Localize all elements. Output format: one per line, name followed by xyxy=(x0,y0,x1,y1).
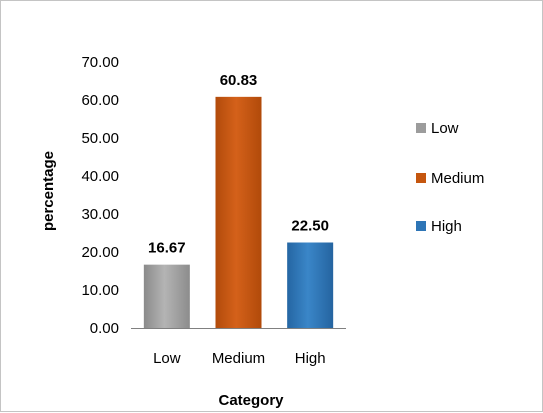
bar-high xyxy=(287,242,334,328)
y-tick-label: 60.00 xyxy=(81,92,119,109)
y-axis-ticks: 0.00 10.00 20.00 30.00 40.00 50.00 60.00 70.00 xyxy=(81,54,119,337)
legend-swatch-high xyxy=(416,221,426,231)
legend-swatch-medium xyxy=(416,173,426,183)
data-labels-group: 16.67 60.83 22.50 xyxy=(148,72,329,257)
y-tick-label: 70.00 xyxy=(81,54,119,71)
legend: Low Medium High xyxy=(416,120,484,235)
data-label: 16.67 xyxy=(148,240,186,257)
bar-medium xyxy=(215,96,262,328)
x-tick-label: Low xyxy=(153,350,181,367)
y-tick-label: 0.00 xyxy=(90,320,119,337)
data-label: 60.83 xyxy=(220,72,258,89)
x-tick-label: Medium xyxy=(212,350,265,367)
legend-swatch-low xyxy=(416,123,426,133)
y-tick-label: 40.00 xyxy=(81,168,119,185)
x-axis-ticks: Low Medium High xyxy=(153,350,326,367)
x-tick-label: High xyxy=(295,350,326,367)
bars-group xyxy=(143,96,334,328)
y-tick-label: 50.00 xyxy=(81,130,119,147)
data-label: 22.50 xyxy=(291,218,329,235)
y-axis-title: percentage xyxy=(40,151,57,231)
y-tick-label: 30.00 xyxy=(81,206,119,223)
x-axis-title: Category xyxy=(218,392,284,409)
legend-label: High xyxy=(431,218,462,235)
y-tick-label: 20.00 xyxy=(81,244,119,261)
bar-low xyxy=(143,264,190,328)
y-tick-label: 10.00 xyxy=(81,282,119,299)
legend-label: Medium xyxy=(431,170,484,187)
legend-label: Low xyxy=(431,120,459,137)
